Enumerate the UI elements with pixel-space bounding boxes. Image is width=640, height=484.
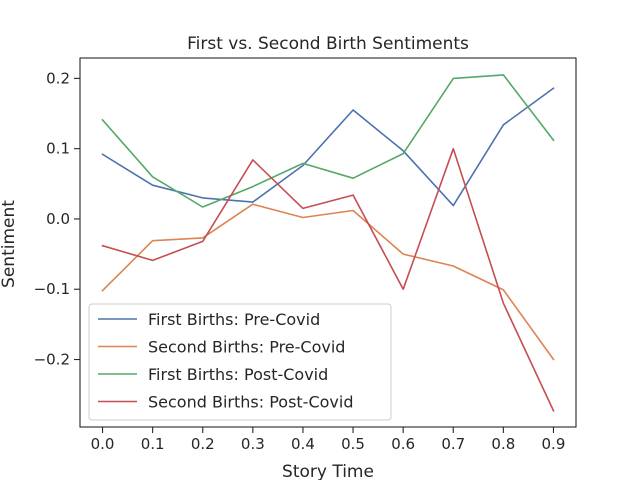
x-tick-label: 0.5 (341, 435, 365, 453)
chart-title: First vs. Second Birth Sentiments (187, 34, 469, 54)
y-axis-label: Sentiment (0, 200, 19, 288)
legend: First Births: Pre-Covid Second Births: Pr… (88, 303, 392, 421)
x-tick-label: 0.7 (441, 435, 465, 453)
series-line-second-births-post-covid (101, 147, 555, 412)
y-tick-label: 0.2 (46, 69, 70, 87)
y-tick-label: −0.2 (34, 351, 70, 369)
x-tick-label: 0.8 (491, 435, 515, 453)
x-tick-label: 0.6 (391, 435, 415, 453)
legend-label: First Births: Pre-Covid (148, 310, 320, 329)
plot-frame (79, 57, 577, 428)
series-line-second-births-pre-covid (101, 203, 555, 361)
x-tick-label: 0.9 (542, 435, 566, 453)
x-tick-label: 0.1 (141, 435, 165, 453)
y-tick-label: −0.1 (34, 280, 70, 298)
x-tick-label: 0.4 (291, 435, 315, 453)
legend-box (88, 303, 392, 421)
x-tick-label: 0.3 (241, 435, 265, 453)
y-tick-label: 0.1 (46, 140, 70, 158)
x-axis-label: Story Time (282, 462, 374, 480)
legend-label: Second Births: Post-Covid (148, 393, 353, 412)
series-line-first-births-post-covid (101, 74, 555, 208)
legend-label: Second Births: Pre-Covid (148, 338, 345, 357)
y-tick-label: 0.0 (46, 210, 70, 228)
x-tick-label: 0.2 (191, 435, 215, 453)
x-tick-label: 0.0 (91, 435, 115, 453)
legend-label: First Births: Post-Covid (148, 365, 328, 384)
